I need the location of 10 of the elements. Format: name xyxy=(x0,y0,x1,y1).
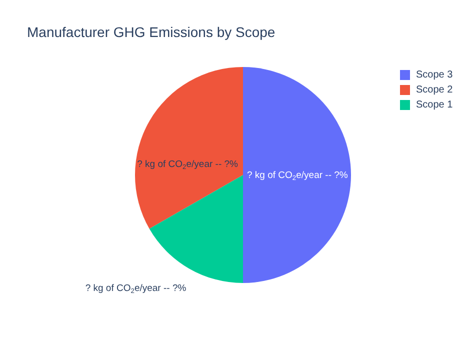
pie-slice xyxy=(149,175,243,283)
chart-title: Manufacturer GHG Emissions by Scope xyxy=(27,24,276,40)
legend-label: Scope 3 xyxy=(416,70,454,81)
legend-label: Scope 2 xyxy=(416,84,454,96)
pie-slice xyxy=(135,67,243,229)
text: ? kg of CO$_{2}$e/year -- ?% xyxy=(137,158,239,172)
text: ? kg of CO$_{2}$e/year -- ?% xyxy=(247,170,348,182)
text: ? kg of CO$_{2}$e/year -- ?% xyxy=(85,282,187,296)
pie-slice xyxy=(243,67,351,283)
legend-label: Scope 1 xyxy=(416,100,454,111)
